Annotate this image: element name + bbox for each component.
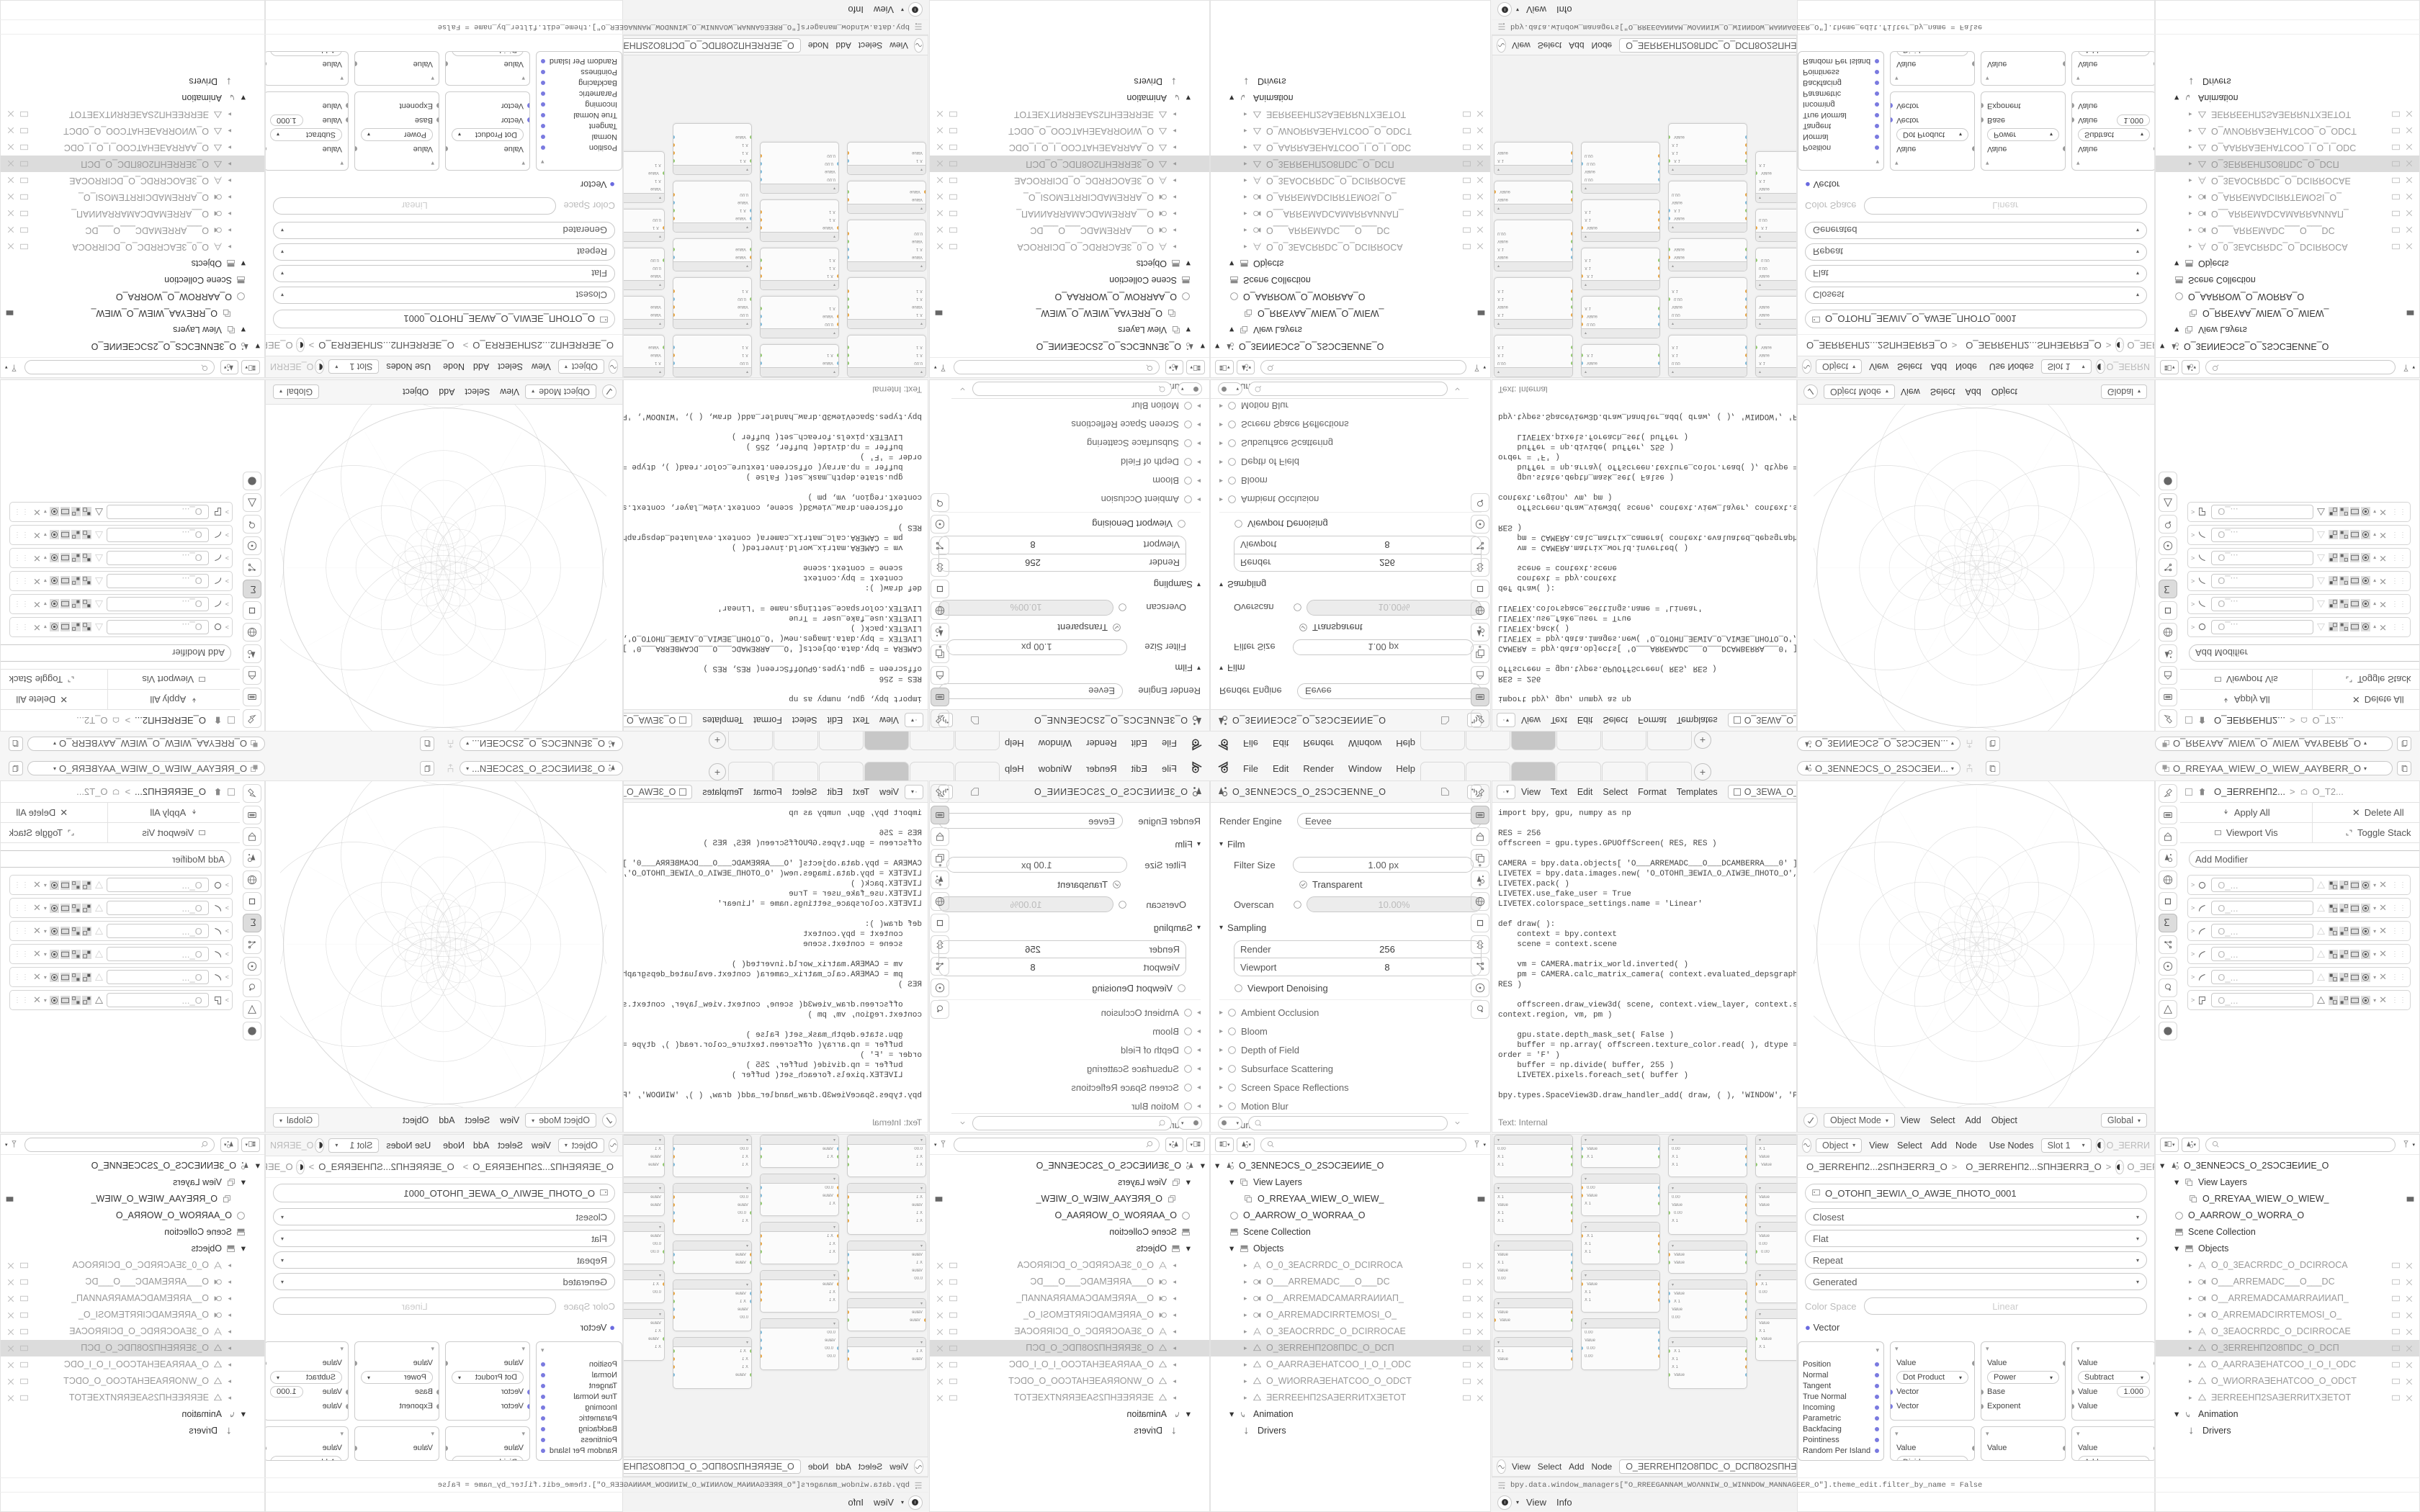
svg-text:i: i <box>1504 6 1505 12</box>
svg-text:i: i <box>1504 1500 1505 1506</box>
